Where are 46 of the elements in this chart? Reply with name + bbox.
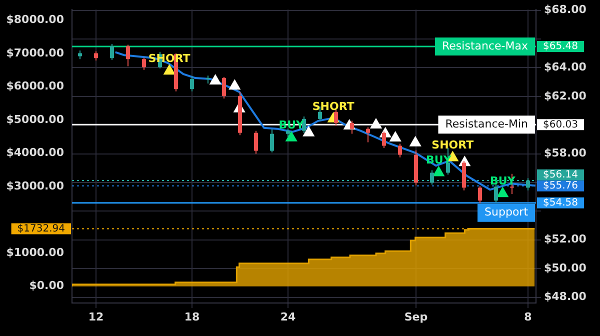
ref-line-label: Resistance-Min bbox=[445, 118, 528, 131]
y2-tick-label: $58.00 bbox=[544, 146, 587, 160]
x-tick-label: 8 bbox=[524, 310, 532, 324]
candlestick bbox=[254, 130, 258, 154]
y2-tick-label: $56.14 bbox=[542, 170, 578, 181]
y-tick-label: $3000.00 bbox=[6, 179, 64, 192]
y-tick-label: $4000.00 bbox=[6, 146, 64, 160]
y-tick-label: $6000.00 bbox=[6, 80, 64, 93]
y2-tick-label: $48.00 bbox=[544, 290, 587, 304]
candlestick bbox=[350, 120, 354, 134]
y2-tick-label: $50.00 bbox=[544, 261, 587, 274]
x-tick-label: 12 bbox=[88, 310, 104, 324]
candlestick bbox=[382, 131, 386, 149]
y-tick-label: $8000.00 bbox=[6, 13, 64, 26]
x-tick-label: 18 bbox=[184, 310, 200, 324]
y-tick-label: $1000.00 bbox=[6, 246, 64, 259]
y2-tick-label: $62.00 bbox=[544, 89, 587, 102]
y2-tick-label: $65.48 bbox=[542, 41, 578, 52]
y2-tick-label: $52.00 bbox=[544, 232, 587, 246]
x-tick-label: Sep bbox=[404, 310, 428, 324]
candlestick bbox=[110, 44, 114, 60]
y2-tick-label: $54.58 bbox=[542, 197, 578, 208]
y2-tick-label: $60.03 bbox=[542, 119, 578, 130]
ref-line-label: Support bbox=[484, 206, 529, 219]
y-tick-label: $1732.94 bbox=[17, 223, 65, 234]
candlestick bbox=[334, 110, 338, 126]
candlestick bbox=[126, 44, 130, 67]
candlestick bbox=[366, 126, 370, 143]
candlestick bbox=[398, 143, 402, 158]
y2-tick-label: $64.00 bbox=[544, 60, 587, 74]
y2-tick-label: $68.00 bbox=[544, 3, 587, 16]
candlestick bbox=[142, 57, 146, 70]
candlestick bbox=[494, 183, 498, 204]
y-tick-label: $0.00 bbox=[29, 279, 64, 292]
ref-line-label: Resistance-Max bbox=[442, 39, 528, 52]
y2-tick-label: $55.76 bbox=[542, 180, 578, 192]
candlestick bbox=[94, 50, 98, 62]
text: SHORT bbox=[312, 100, 354, 113]
text: SHORT bbox=[432, 138, 474, 152]
x-tick-label: 24 bbox=[280, 310, 296, 324]
candlestick bbox=[222, 76, 226, 100]
candlestick bbox=[270, 128, 274, 153]
y-tick-label: $7000.00 bbox=[6, 46, 64, 60]
y-tick-label: $5000.00 bbox=[6, 112, 64, 126]
candlestick bbox=[190, 76, 194, 92]
candlestick bbox=[478, 186, 482, 204]
